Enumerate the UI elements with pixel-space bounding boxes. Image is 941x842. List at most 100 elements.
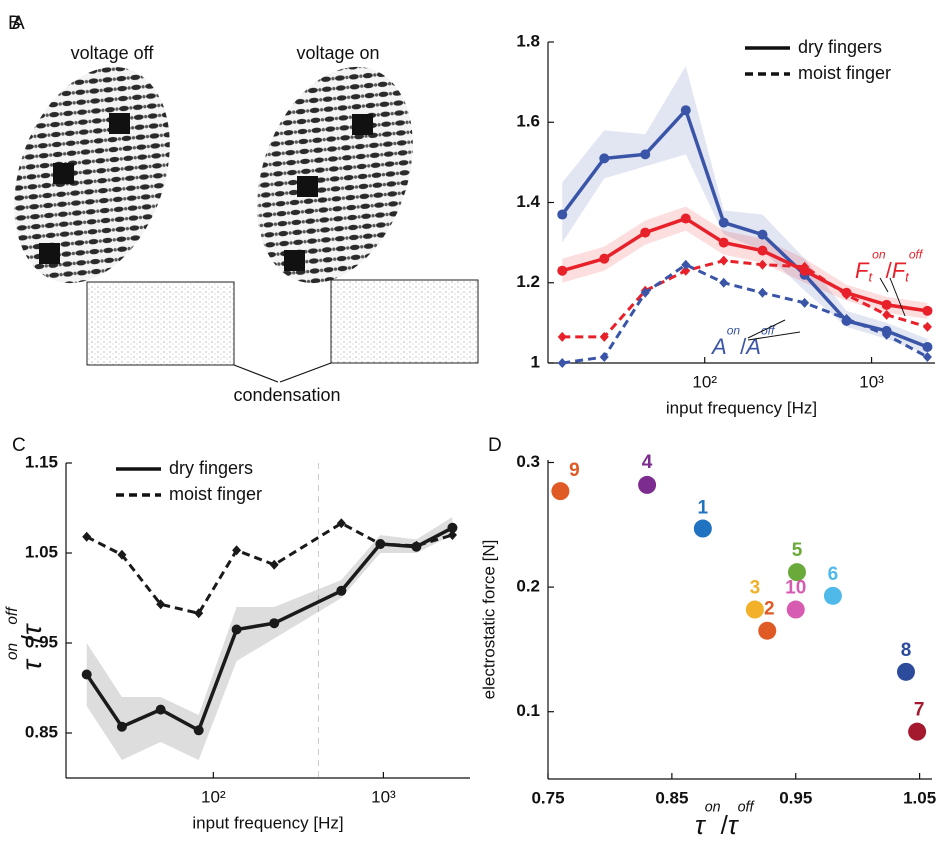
marker: [557, 331, 567, 342]
x-tick-label: 10³: [371, 787, 396, 806]
point: [693, 519, 712, 538]
leader-line: [889, 277, 906, 317]
math-base: A: [744, 334, 761, 359]
x-tick-label: 1.05: [903, 788, 936, 807]
point-label: 6: [828, 564, 839, 585]
pointer: [279, 362, 332, 383]
y-tick-label: 0.1: [516, 701, 540, 720]
y-tick-label: 0.95: [25, 632, 58, 651]
marker: [800, 297, 810, 308]
panel-label: C: [12, 435, 26, 456]
marker: [231, 624, 242, 635]
point-label: 7: [914, 700, 925, 721]
marker: [719, 277, 729, 288]
pointer: [233, 364, 279, 383]
y-tick-label: 1.4: [516, 192, 540, 211]
series-line: [562, 262, 929, 365]
math-base: F: [855, 258, 870, 283]
x-axis-label: input frequency [Hz]: [192, 813, 343, 832]
x-axis-label: input frequency [Hz]: [666, 398, 817, 417]
point: [551, 482, 570, 501]
math-sup: off: [909, 248, 924, 262]
math-sup: off: [738, 799, 756, 815]
marker: [599, 153, 610, 164]
math-label: τon/τoff: [4, 606, 47, 671]
y-tick-label: 0.3: [516, 452, 540, 471]
y-tick-label: 1.8: [516, 31, 540, 50]
inset: [330, 279, 479, 364]
point-label: 3: [750, 578, 761, 599]
series-line: [560, 106, 929, 349]
legend-label: dry fingers: [798, 37, 882, 57]
marker: [758, 287, 768, 298]
marker: [599, 253, 610, 264]
x-tick-label: 10²: [692, 372, 717, 391]
y-tick-label: 1: [531, 352, 540, 371]
marker: [757, 229, 768, 240]
marker: [155, 704, 166, 715]
leader-line: [879, 277, 889, 293]
math-sep: /: [886, 258, 893, 283]
marker-square: [39, 243, 60, 264]
marker: [681, 259, 691, 270]
marker: [156, 599, 166, 610]
math-sep: /: [16, 635, 47, 643]
marker: [718, 237, 729, 248]
marker: [447, 530, 457, 540]
x-tick-label: 10²: [201, 787, 226, 806]
math-sup: on: [872, 248, 886, 262]
marker: [922, 321, 932, 332]
panel-label: A: [12, 13, 25, 34]
y-tick-label: 0.85: [25, 722, 58, 741]
point-label: 2: [764, 599, 775, 620]
marker: [882, 309, 892, 320]
marker: [599, 351, 609, 362]
math-label: Fton/Ftoff: [855, 248, 924, 285]
x-tick-label: 0.75: [531, 788, 564, 807]
marker-square: [297, 176, 318, 197]
leader-line: [747, 331, 801, 341]
marker: [557, 358, 567, 368]
math-base: A: [710, 334, 727, 359]
marker: [232, 545, 242, 556]
marker: [881, 325, 892, 336]
marker: [557, 209, 568, 220]
marker: [719, 255, 729, 266]
marker: [269, 618, 280, 629]
math-base: τ: [16, 623, 47, 635]
leader-line: [747, 319, 786, 339]
math-base: F: [892, 258, 907, 283]
marker: [680, 105, 691, 116]
y-axis-label: electrostatic force [N]: [479, 540, 498, 700]
point: [823, 586, 842, 605]
marker-square: [352, 114, 373, 135]
point-label: 8: [901, 640, 912, 661]
x-tick-label: 10³: [859, 372, 884, 391]
point: [787, 563, 806, 582]
y-tick-label: 1.05: [25, 542, 58, 561]
inset: [86, 281, 235, 366]
marker: [82, 531, 92, 542]
error-band: [562, 66, 928, 355]
marker: [640, 149, 651, 160]
math-sup: off: [4, 606, 21, 625]
annotation: condensation: [233, 385, 340, 405]
math-sep: /: [740, 334, 747, 359]
marker-square: [109, 113, 130, 134]
marker: [557, 265, 568, 276]
marker: [117, 549, 127, 560]
math-sup: on: [705, 799, 721, 815]
fingerprint: [257, 66, 413, 284]
error-band: [562, 206, 928, 319]
y-tick-label: 1.2: [516, 272, 540, 291]
series-line: [86, 521, 453, 616]
marker: [681, 265, 691, 276]
marker-square: [284, 250, 305, 271]
marker: [640, 287, 650, 298]
math-sup: on: [727, 324, 741, 338]
image-title: voltage off: [71, 43, 155, 63]
marker: [922, 341, 933, 352]
math-base: τ: [16, 659, 47, 671]
marker: [881, 299, 892, 310]
marker: [599, 331, 609, 342]
